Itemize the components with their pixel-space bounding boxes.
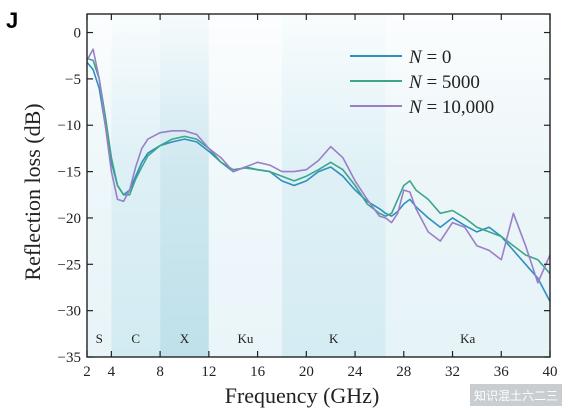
band-x — [160, 14, 209, 357]
x-tick-label: 16 — [250, 364, 266, 380]
x-tick-label: 8 — [156, 364, 164, 380]
watermark-text: 知识混土六二三 — [474, 389, 558, 403]
x-tick-label: 24 — [348, 364, 364, 380]
watermark-bg — [470, 384, 562, 406]
x-tick-label: 12 — [201, 364, 216, 380]
series-line-2 — [86, 48, 551, 284]
y-tick-label: −10 — [58, 118, 81, 134]
x-tick-label: 28 — [396, 364, 411, 380]
frequency-bands: S C X Ku K Ka — [87, 14, 550, 357]
x-tick-label: 2 — [83, 364, 91, 380]
y-axis-ticks: 0 −5 −10 −15 −20 −25 −30 −35 — [58, 26, 550, 366]
series-line-1 — [86, 57, 551, 275]
x-tick-label: 32 — [445, 364, 460, 380]
band-label-ku: Ku — [237, 331, 253, 346]
panel-label: J — [6, 8, 18, 33]
legend-label-2: N = 10,000 — [408, 97, 494, 118]
x-tick-label: 20 — [299, 364, 314, 380]
legend-label-0: N = 0 — [408, 47, 451, 68]
band-s — [87, 14, 112, 357]
y-tick-label: −5 — [65, 72, 81, 88]
y-tick-label: 0 — [74, 26, 82, 42]
x-tick-label: 40 — [543, 364, 558, 380]
band-ku — [208, 14, 282, 357]
legend: N = 0 N = 5000 N = 10,000 — [350, 47, 494, 118]
legend-label-1: N = 5000 — [408, 72, 480, 93]
y-tick-label: −20 — [58, 211, 81, 227]
plot-frame — [86, 13, 551, 358]
x-axis-ticks: 2 4 8 12 16 20 24 28 32 36 40 — [83, 14, 558, 380]
x-axis-title: Frequency (GHz) — [225, 383, 380, 408]
band-label-x: X — [180, 331, 190, 346]
band-label-k: K — [329, 331, 339, 346]
band-label-ka: Ka — [460, 331, 475, 346]
band-label-s: S — [96, 331, 103, 346]
x-tick-label: 4 — [108, 364, 116, 380]
y-tick-label: −30 — [58, 304, 81, 320]
y-tick-label: −35 — [58, 350, 81, 366]
y-tick-label: −15 — [58, 165, 81, 181]
band-label-c: C — [131, 331, 140, 346]
y-tick-label: −25 — [58, 257, 81, 273]
data-series — [86, 48, 551, 302]
band-c — [111, 14, 161, 357]
y-axis-title: Reflection loss (dB) — [20, 103, 45, 280]
band-k — [281, 14, 386, 357]
x-tick-label: 36 — [494, 364, 510, 380]
series-line-0 — [86, 61, 551, 302]
